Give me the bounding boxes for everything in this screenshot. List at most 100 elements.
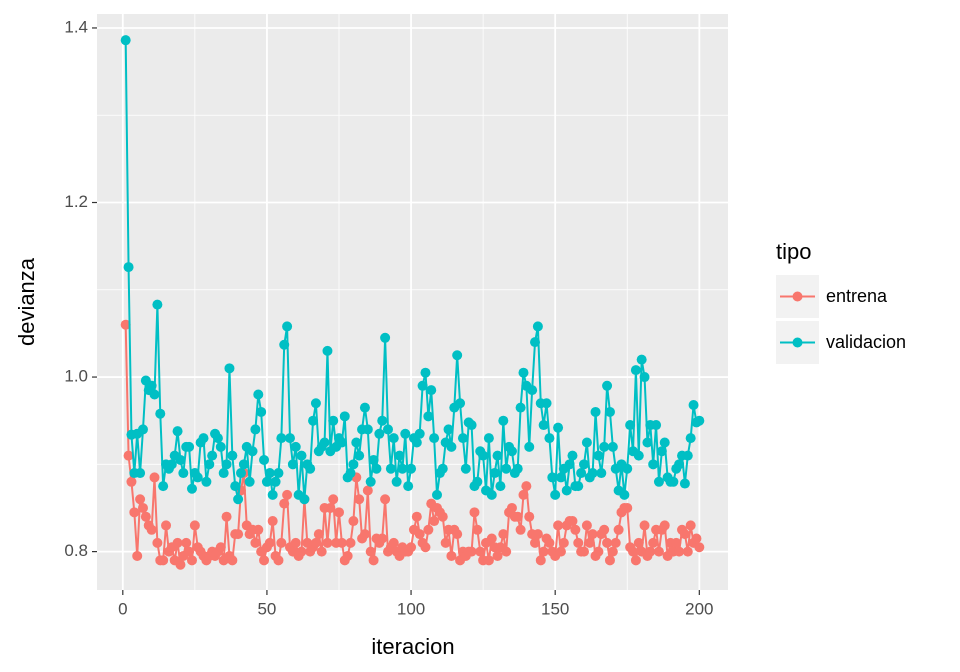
point [466, 546, 477, 557]
point [135, 494, 146, 505]
point [475, 546, 486, 557]
point [403, 481, 414, 492]
point [348, 516, 359, 527]
point [345, 468, 356, 479]
point [267, 516, 278, 527]
point [555, 472, 566, 483]
point [622, 463, 633, 474]
point [276, 433, 287, 444]
point [233, 494, 244, 505]
point [388, 537, 399, 548]
point [596, 468, 607, 479]
point [564, 459, 575, 470]
point [446, 550, 457, 561]
point [460, 463, 471, 474]
point [622, 502, 633, 513]
point [656, 446, 667, 457]
point [587, 529, 598, 540]
point [120, 35, 131, 46]
legend-title: tipo [776, 239, 811, 264]
point [653, 476, 664, 487]
point [313, 529, 324, 540]
point [561, 485, 572, 496]
point [455, 398, 466, 409]
point [607, 441, 618, 452]
point [380, 332, 391, 343]
point [158, 555, 169, 566]
point [406, 463, 417, 474]
point [382, 424, 393, 435]
x-tick-label: 150 [541, 599, 569, 618]
point [175, 454, 186, 465]
point [120, 319, 131, 330]
point [512, 511, 523, 522]
point [437, 511, 448, 522]
point [527, 385, 538, 396]
legend-point [792, 337, 803, 348]
point [290, 537, 301, 548]
point [590, 406, 601, 417]
point [365, 546, 376, 557]
point [489, 468, 500, 479]
point [259, 454, 270, 465]
x-tick-label: 50 [257, 599, 276, 618]
point [613, 524, 624, 535]
point [688, 399, 699, 410]
point [550, 489, 561, 500]
point [284, 433, 295, 444]
point [679, 478, 690, 489]
point [224, 363, 235, 374]
point [287, 459, 298, 470]
point [212, 433, 223, 444]
point [310, 398, 321, 409]
point [377, 533, 388, 544]
point [625, 420, 636, 431]
point [466, 420, 477, 431]
point [518, 489, 529, 500]
point [411, 511, 422, 522]
point [653, 546, 664, 557]
point [599, 524, 610, 535]
point [322, 537, 333, 548]
point [201, 476, 212, 487]
point [155, 408, 166, 419]
point [406, 542, 417, 553]
point [279, 339, 290, 350]
point [137, 424, 148, 435]
point [261, 476, 272, 487]
point [247, 446, 258, 457]
point [215, 441, 226, 452]
point [354, 494, 365, 505]
point [388, 433, 399, 444]
point [544, 433, 555, 444]
point [483, 433, 494, 444]
point [495, 481, 506, 492]
y-tick-label: 1.4 [64, 17, 88, 36]
point [469, 507, 480, 518]
point [555, 546, 566, 557]
y-tick-label: 0.8 [64, 541, 88, 560]
point [414, 428, 425, 439]
point [443, 424, 454, 435]
point [651, 420, 662, 431]
point [184, 441, 195, 452]
point [365, 476, 376, 487]
point [181, 537, 192, 548]
point [630, 365, 641, 376]
point [429, 433, 440, 444]
point [215, 542, 226, 553]
point [524, 441, 535, 452]
point [149, 472, 160, 483]
point [397, 463, 408, 474]
point [296, 450, 307, 461]
point [339, 411, 350, 422]
point [359, 529, 370, 540]
x-tick-label: 0 [118, 599, 127, 618]
point [423, 411, 434, 422]
point [221, 511, 232, 522]
point [152, 537, 163, 548]
point [587, 468, 598, 479]
point [501, 546, 512, 557]
point [576, 468, 587, 479]
point [256, 406, 267, 417]
